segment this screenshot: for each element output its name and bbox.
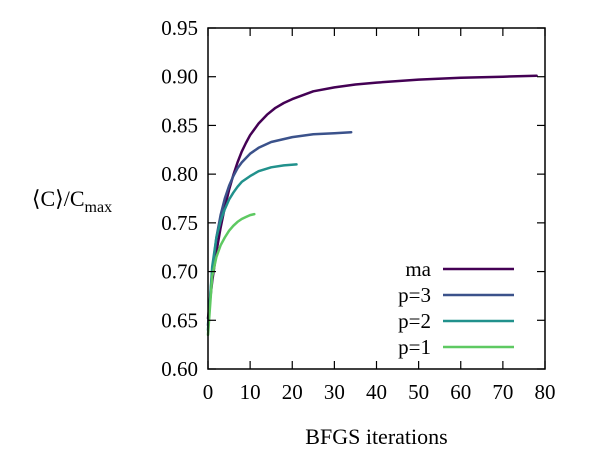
x-tick-label: 40	[366, 380, 387, 404]
x-tick-label: 50	[408, 380, 429, 404]
plot-frame	[207, 27, 546, 370]
legend-label: p=1	[398, 335, 431, 359]
legend-label: p=3	[398, 283, 431, 307]
x-tick-label: 60	[450, 380, 471, 404]
series-line-p2	[206, 163, 298, 332]
y-axis-title-subscript: max	[85, 199, 113, 216]
x-axis-title: BFGS iterations	[305, 424, 447, 449]
y-tick-label: 0.85	[161, 113, 198, 137]
y-tick-label: 0.65	[161, 308, 198, 332]
x-tick-label: 0	[203, 380, 214, 404]
series-line-p1	[206, 212, 256, 337]
legend-label: p=2	[398, 309, 431, 333]
x-axis: 0 10 20 30 40 50 60 70 80	[203, 28, 556, 404]
x-tick-label: 30	[324, 380, 345, 404]
legend-label: ma	[405, 257, 431, 281]
legend: map=3p=2p=1	[398, 257, 514, 359]
y-axis: 0.60 0.65 0.70 0.75 0.80 0.85 0.90 0.95	[161, 16, 545, 381]
series-line-ma	[206, 74, 538, 320]
x-tick-label: 70	[492, 380, 513, 404]
y-axis-title-main: ⟨C⟩/C	[32, 186, 85, 211]
y-tick-label: 0.70	[161, 260, 198, 284]
x-tick-label: 10	[240, 380, 261, 404]
y-tick-label: 0.80	[161, 162, 198, 186]
y-axis-title: ⟨C⟩/Cmax	[32, 186, 112, 216]
series-lines	[206, 74, 538, 337]
y-tick-label: 0.75	[161, 211, 198, 235]
y-tick-label: 0.95	[161, 16, 198, 40]
y-tick-label: 0.60	[161, 357, 198, 381]
x-tick-label: 80	[535, 380, 556, 404]
x-tick-label: 20	[282, 380, 303, 404]
y-tick-label: 0.90	[161, 65, 198, 89]
